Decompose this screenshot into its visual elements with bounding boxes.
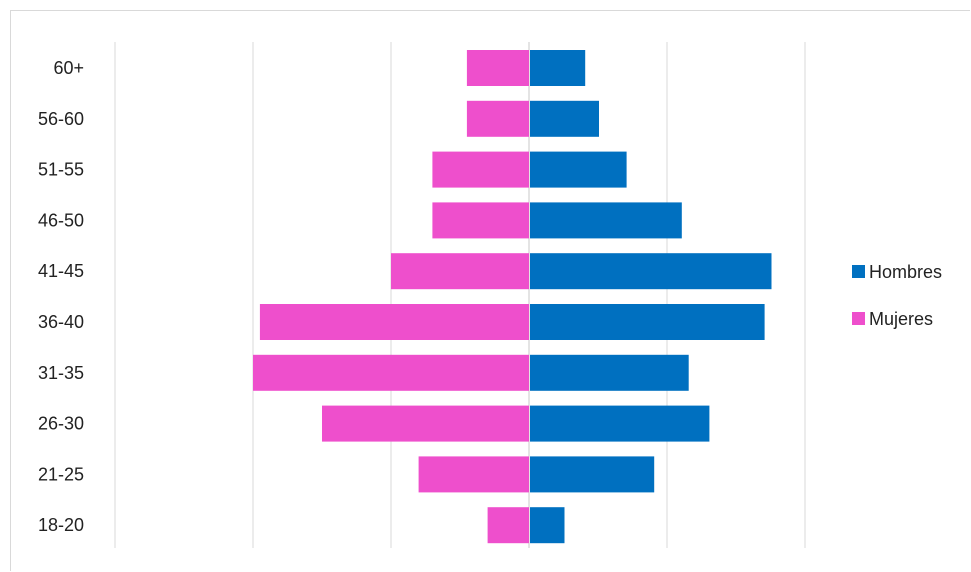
bar-mujeres-26-30 xyxy=(322,405,529,442)
chart-frame xyxy=(10,10,970,571)
legend-swatch-mujeres xyxy=(852,312,865,325)
category-label: 60+ xyxy=(53,58,84,78)
bar-mujeres-56-60 xyxy=(466,100,529,137)
bar-mujeres-46-50 xyxy=(432,202,529,239)
category-label: 56-60 xyxy=(38,109,84,129)
bar-hombres-21-25 xyxy=(530,456,655,493)
legend-label-hombres: Hombres xyxy=(869,262,942,282)
bar-mujeres-31-35 xyxy=(253,354,529,391)
bar-hombres-56-60 xyxy=(530,100,599,137)
bar-hombres-51-55 xyxy=(530,151,627,188)
category-axis-labels: 60+ 56-60 51-55 46-50 41-45 36-40 31-35 26-30 21… xyxy=(38,58,84,535)
bar-hombres-18-20 xyxy=(530,507,565,544)
category-label: 51-55 xyxy=(38,160,84,180)
category-label: 36-40 xyxy=(38,312,84,332)
bar-mujeres-36-40 xyxy=(259,304,529,340)
bar-mujeres-60+ xyxy=(466,50,529,86)
bars xyxy=(253,50,772,544)
category-label: 41-45 xyxy=(38,261,84,281)
category-label: 46-50 xyxy=(38,210,84,230)
bar-hombres-41-45 xyxy=(530,253,772,290)
bar-hombres-31-35 xyxy=(530,354,689,391)
legend-swatch-hombres xyxy=(852,265,865,278)
bar-hombres-46-50 xyxy=(530,202,682,239)
legend: Hombres Mujeres xyxy=(852,262,942,329)
bar-mujeres-41-45 xyxy=(391,253,529,290)
category-label: 18-20 xyxy=(38,515,84,535)
legend-item-hombres: Hombres xyxy=(852,262,942,282)
bar-hombres-36-40 xyxy=(530,304,765,340)
bar-mujeres-21-25 xyxy=(418,456,529,493)
bar-hombres-26-30 xyxy=(530,405,710,442)
legend-label-mujeres: Mujeres xyxy=(869,309,933,329)
category-label: 31-35 xyxy=(38,363,84,383)
category-label: 26-30 xyxy=(38,414,84,434)
bar-mujeres-18-20 xyxy=(487,507,529,544)
bar-mujeres-51-55 xyxy=(432,151,529,188)
category-label: 21-25 xyxy=(38,464,84,484)
bar-hombres-60+ xyxy=(530,50,586,86)
legend-item-mujeres: Mujeres xyxy=(852,309,933,329)
